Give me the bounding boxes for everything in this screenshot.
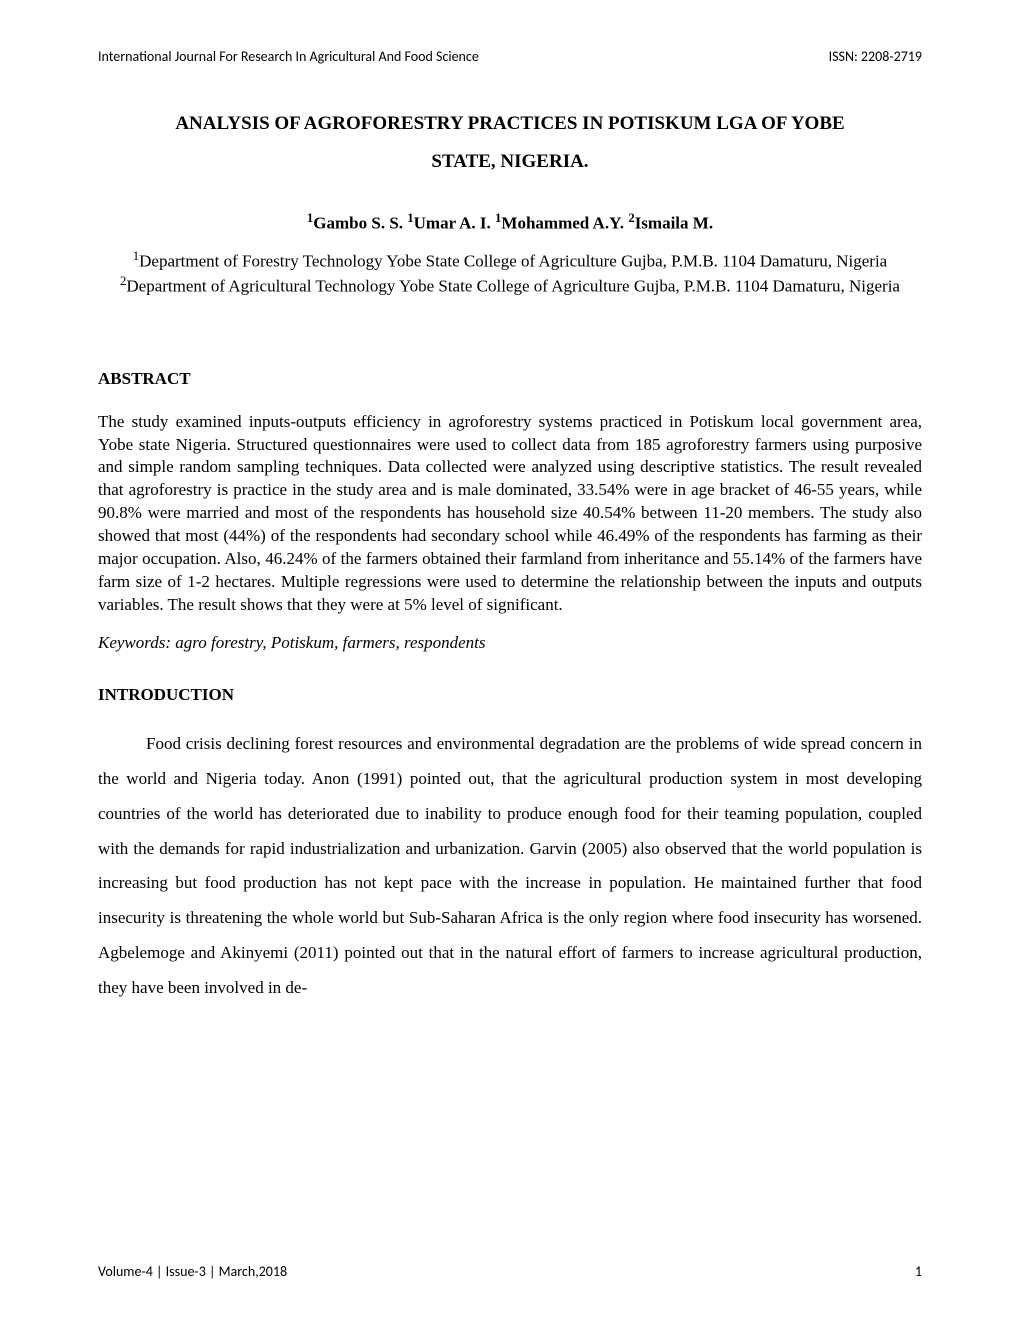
volume-issue-label: Volume-4 | Issue-3 | March,2018: [98, 1263, 287, 1280]
keywords-line: Keywords: agro forestry, Potiskum, farme…: [98, 633, 922, 653]
affiliations-block: 1Department of Forestry Technology Yobe …: [98, 248, 922, 299]
authors-line: 1Gambo S. S. 1Umar A. I. 1Mohammed A.Y. …: [98, 211, 922, 234]
abstract-body: The study examined inputs-outputs effici…: [98, 411, 922, 617]
paper-title: ANALYSIS OF AGROFORESTRY PRACTICES IN PO…: [98, 105, 922, 181]
introduction-heading: INTRODUCTION: [98, 685, 922, 705]
page-footer: Volume-4 | Issue-3 | March,2018 1: [98, 1263, 922, 1280]
title-line-1: ANALYSIS OF AGROFORESTRY PRACTICES IN PO…: [98, 105, 922, 143]
affiliation-1: 1Department of Forestry Technology Yobe …: [98, 248, 922, 273]
affiliation-2: 2Department of Agricultural Technology Y…: [98, 273, 922, 298]
journal-name: International Journal For Research In Ag…: [98, 48, 479, 65]
page-header: International Journal For Research In Ag…: [98, 48, 922, 65]
page-number: 1: [915, 1263, 922, 1280]
abstract-heading: ABSTRACT: [98, 369, 922, 389]
title-line-2: STATE, NIGERIA.: [98, 143, 922, 181]
issn-label: ISSN: 2208-2719: [829, 48, 922, 65]
introduction-body: Food crisis declining forest resources a…: [98, 727, 922, 1006]
